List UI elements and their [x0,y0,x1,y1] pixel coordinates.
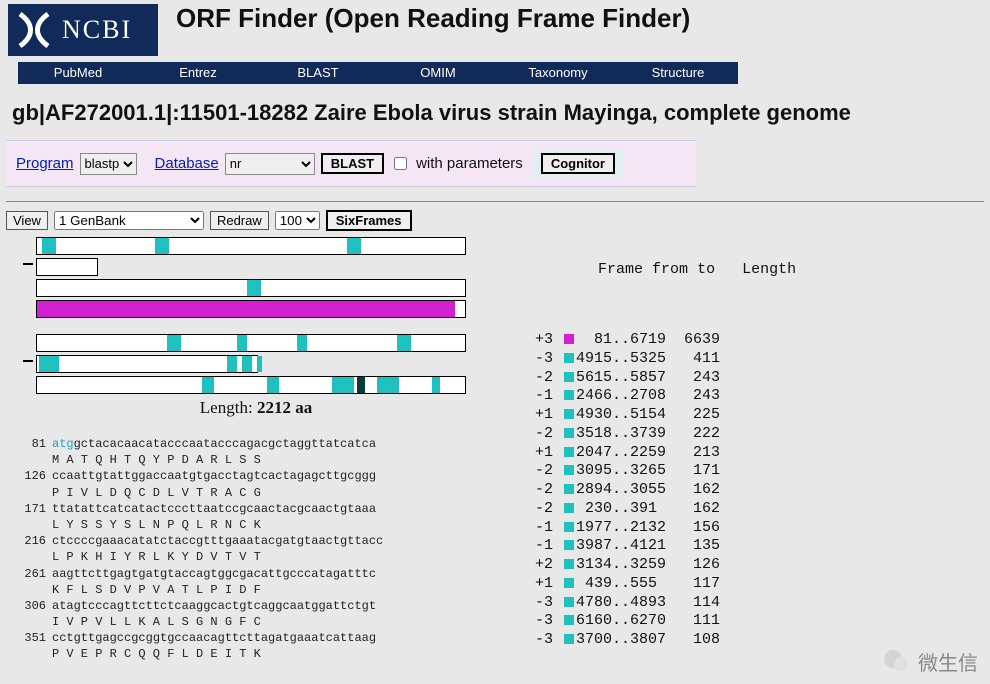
orf-segment[interactable] [242,356,252,372]
orf-segment[interactable] [167,335,181,351]
record-title: gb|AF272001.1|:11501-18282 Zaire Ebola v… [12,100,978,126]
orf-segment[interactable] [432,377,440,393]
sixframe-tracks[interactable] [36,237,466,394]
orf-segment[interactable] [39,356,59,372]
with-params-checkbox[interactable] [394,157,407,170]
track-row[interactable] [36,355,258,373]
orf-row[interactable]: -2 2894..3055 162 [526,481,796,500]
redraw-button[interactable]: Redraw [210,211,269,230]
orf-row[interactable]: -2 230..391 162 [526,500,796,519]
orf-row[interactable]: -3 4780..4893 114 [526,594,796,613]
orf-row[interactable]: -3 4915..5325 411 [526,350,796,369]
database-select[interactable]: nr [225,153,315,175]
orf-segment[interactable] [227,356,237,372]
orf-row[interactable]: -2 3095..3265 171 [526,462,796,481]
view-button[interactable]: View [6,211,48,230]
track-row[interactable] [36,279,466,297]
program-select[interactable]: blastp [80,153,137,175]
orf-segment[interactable] [155,238,169,254]
database-link[interactable]: Database [155,155,219,172]
top-nav: PubMedEntrezBLASTOMIMTaxonomyStructure [18,62,738,84]
orf-segment[interactable] [257,356,262,372]
orf-segment[interactable] [357,377,365,393]
ncbi-logo-text: NCBI [62,15,132,45]
program-bar: Program blastp Database nr BLAST with pa… [6,140,696,187]
blast-button[interactable]: BLAST [321,153,384,174]
orf-row[interactable]: -3 6160..6270 111 [526,612,796,631]
track-row[interactable] [36,237,466,255]
nav-item-structure[interactable]: Structure [618,62,738,84]
orf-row[interactable]: +1 4930..5154 225 [526,406,796,425]
orf-segment[interactable] [332,377,354,393]
orf-segment[interactable] [42,238,56,254]
nav-item-taxonomy[interactable]: Taxonomy [498,62,618,84]
orf-row[interactable]: -3 3700..3807 108 [526,631,796,650]
track-row[interactable] [36,300,466,318]
orf-row[interactable]: +2 3134..3259 126 [526,556,796,575]
watermark: 微生信 [882,647,978,676]
nav-item-pubmed[interactable]: PubMed [18,62,138,84]
with-params-label: with parameters [416,155,523,172]
nav-item-blast[interactable]: BLAST [258,62,378,84]
sequence-block: 81atggctacacaacatacccaatacccagacgctaggtt… [12,436,506,663]
orf-row[interactable]: -1 1977..2132 156 [526,519,796,538]
orf-row[interactable]: -2 5615..5857 243 [526,369,796,388]
orf-table: Frame from to Length +3 81..6719 6639 -3… [526,210,796,684]
orf-segment[interactable] [377,377,399,393]
nav-item-omim[interactable]: OMIM [378,62,498,84]
orf-segment[interactable] [297,335,307,351]
orf-row[interactable]: +3 81..6719 6639 [526,331,796,350]
track-row[interactable] [36,376,466,394]
format-select[interactable]: 1 GenBank [54,211,204,230]
orf-segment[interactable] [267,377,279,393]
orf-segment[interactable] [37,301,455,317]
orf-segment[interactable] [347,238,361,254]
orf-row[interactable]: -1 2466..2708 243 [526,387,796,406]
program-link[interactable]: Program [16,155,74,172]
orf-segment[interactable] [397,335,411,351]
orf-header: Frame from to Length [526,244,796,295]
ncbi-helix-icon [14,10,54,50]
cognitor-button[interactable]: Cognitor [541,153,615,174]
track-row[interactable] [36,258,98,276]
orf-row[interactable]: +1 439..555 117 [526,575,796,594]
orf-row[interactable]: +1 2047..2259 213 [526,444,796,463]
nav-item-entrez[interactable]: Entrez [138,62,258,84]
track-row[interactable] [36,334,466,352]
page-title: ORF Finder (Open Reading Frame Finder) [176,4,690,33]
wechat-icon [882,647,910,675]
orf-segment[interactable] [202,377,214,393]
ncbi-logo[interactable]: NCBI [8,4,158,56]
orf-segment[interactable] [237,335,247,351]
orf-row[interactable]: -1 3987..4121 135 [526,537,796,556]
orf-row[interactable]: -2 3518..3739 222 [526,425,796,444]
length-label: Length: 2212 aa [6,398,506,418]
orf-segment[interactable] [247,280,261,296]
zoom-select[interactable]: 100 [275,211,320,230]
sixframes-button[interactable]: SixFrames [326,210,412,231]
separator [6,201,984,202]
